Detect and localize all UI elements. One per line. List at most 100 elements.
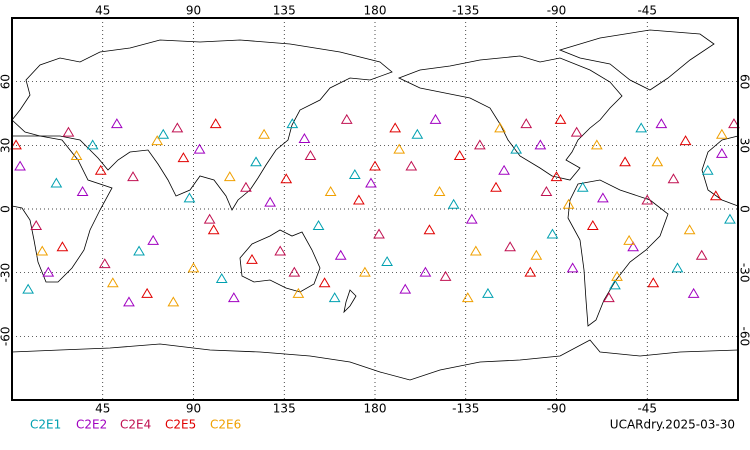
triangle-marker (554, 113, 567, 124)
triangle-marker (14, 160, 26, 171)
triangle-marker (590, 139, 603, 150)
triangle-marker (504, 241, 516, 252)
triangle-marker (576, 181, 589, 192)
triangle-marker (651, 156, 664, 167)
triangle-marker (98, 258, 111, 269)
triangle-marker (671, 262, 684, 273)
triangle-marker (530, 249, 543, 260)
y-tick-label-left: -30 (0, 263, 13, 283)
y-tick-label-left: 60 (0, 74, 13, 89)
y-tick-label-left: -60 (0, 327, 13, 347)
triangle-marker (399, 283, 412, 294)
triangle-marker (292, 287, 305, 298)
triangle-marker (520, 118, 533, 129)
triangle-marker (647, 277, 660, 288)
triangle-marker (728, 118, 740, 129)
triangle-marker (288, 266, 301, 277)
triangle-marker (562, 198, 575, 209)
triangle-marker (586, 219, 599, 230)
triangle-marker (641, 194, 654, 205)
triangle-marker (701, 164, 714, 175)
triangle-marker (203, 213, 216, 224)
triangle-marker (482, 287, 494, 298)
triangle-marker (207, 224, 220, 235)
triangle-marker (365, 177, 377, 188)
south-america-coast (567, 179, 669, 327)
triangle-marker (494, 122, 506, 133)
x-tick-label-bottom: -45 (637, 402, 657, 416)
triangle-marker (193, 143, 206, 154)
x-tick-label-top: -45 (637, 4, 657, 18)
triangle-marker (597, 192, 609, 203)
triangle-marker (147, 234, 160, 245)
triangle-marker (304, 149, 317, 160)
triangle-marker (411, 128, 424, 139)
x-tick-label-top: 90 (186, 4, 201, 18)
triangle-marker (340, 113, 353, 124)
triangle-marker (465, 213, 478, 224)
y-tick-label-right: 60 (738, 74, 750, 89)
x-tick-label-top: -135 (452, 4, 479, 18)
triangle-marker (389, 122, 402, 133)
y-tick-label-left: 30 (0, 138, 13, 153)
triangle-marker (22, 283, 35, 294)
triangle-marker (498, 164, 510, 175)
triangle-marker (36, 245, 49, 256)
triangle-marker (423, 224, 436, 235)
new-zealand-coast (343, 289, 357, 314)
x-tick-label-top: 45 (95, 4, 110, 18)
triangle-marker (223, 171, 236, 182)
triangle-marker (510, 143, 523, 154)
australia-coast (239, 229, 321, 293)
legend-entry: C2E4 (120, 418, 151, 432)
triangle-marker (106, 277, 119, 288)
triangle-marker (687, 287, 700, 298)
triangle-marker (312, 219, 325, 230)
x-tick-label-bottom: 90 (186, 402, 201, 416)
triangle-marker (110, 118, 123, 129)
triangle-marker (246, 253, 258, 264)
triangle-marker (258, 128, 270, 139)
y-tick-label-right: 0 (738, 205, 750, 213)
triangle-marker (473, 139, 486, 150)
triangle-marker (611, 270, 623, 281)
triangle-marker (50, 177, 63, 188)
triangle-marker (127, 171, 139, 182)
x-tick-label-top: 180 (364, 4, 387, 18)
triangle-marker (123, 296, 135, 307)
triangle-marker (227, 292, 240, 303)
triangle-marker (10, 139, 22, 150)
y-tick-label-right: -60 (738, 327, 750, 347)
triangle-marker (381, 256, 393, 267)
triangle-marker (76, 186, 89, 197)
triangle-marker (240, 181, 252, 192)
triangle-marker (469, 245, 482, 256)
triangle-marker (70, 149, 83, 160)
triangle-marker (348, 169, 361, 180)
africa-west-coast (701, 135, 739, 207)
x-tick-label-top: -90 (547, 4, 567, 18)
triangle-marker (635, 122, 648, 133)
triangle-marker (30, 219, 43, 230)
triangle-marker (453, 149, 466, 160)
triangle-marker (286, 118, 299, 129)
triangle-marker (655, 118, 668, 129)
legend-entry: C2E5 (165, 418, 196, 432)
map-frame (11, 17, 739, 401)
triangle-marker (461, 292, 474, 303)
triangle-marker (695, 249, 708, 260)
triangle-marker (540, 186, 553, 197)
triangle-marker (667, 173, 680, 184)
eurasia-coast (11, 39, 393, 211)
y-tick-label-left: 0 (0, 205, 13, 213)
greenland-coast (558, 29, 715, 91)
triangle-marker (62, 126, 75, 137)
y-tick-label-right: 30 (738, 138, 750, 153)
legend-entry: C2E1 (30, 418, 61, 432)
triangle-marker (433, 186, 446, 197)
triangle-marker (183, 192, 196, 203)
triangle-marker (133, 245, 145, 256)
legend-entry: C2E6 (210, 418, 241, 432)
triangle-marker (157, 128, 170, 139)
triangle-marker (56, 241, 69, 252)
